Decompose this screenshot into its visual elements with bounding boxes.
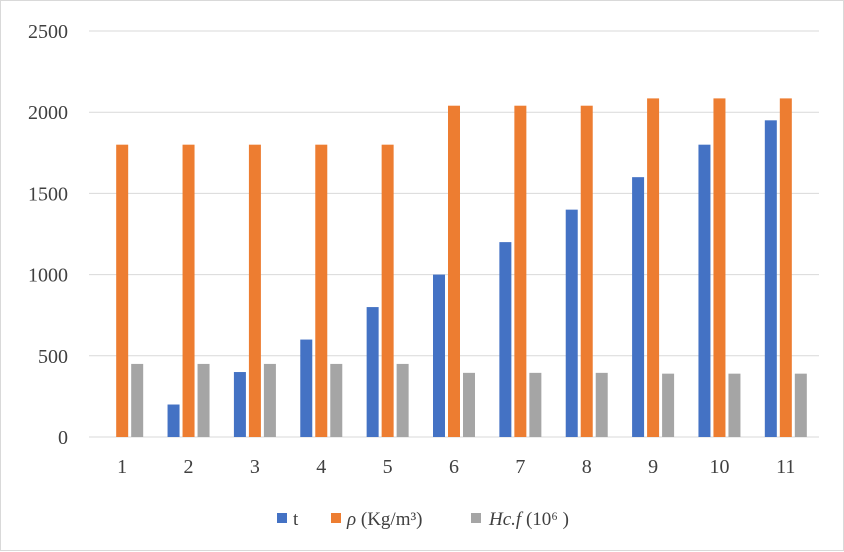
legend-label-rho-units: (Kg/m³) [356,509,422,530]
x-tick-label: 4 [316,456,326,478]
y-tick-label: 1000 [28,265,68,287]
y-tick-label: 2000 [28,102,68,124]
x-tick-label: 9 [648,456,658,478]
x-tick-label: 7 [515,456,525,478]
bar-series-1-cat-11 [764,120,777,437]
bar-series-2-cat-6 [448,105,460,437]
legend-label-rho-symbol: ρ [346,509,356,530]
bar-series-3-cat-3 [263,363,276,437]
legend-label-hcf-symbol: Hc.f [488,509,524,530]
bar-series-3-cat-9 [662,373,675,437]
legend-item-rho: ρ (Kg/m³) [331,509,423,530]
legend-item-hcf: Hc.f (10⁶ ) [471,509,569,530]
y-tick-label: 2500 [28,21,68,43]
bar-series-1-cat-8 [565,209,578,437]
bar-series-1-cat-9 [632,177,645,437]
x-tick-label: 2 [184,456,194,478]
x-tick-label: 5 [383,456,393,478]
y-tick-label: 0 [58,427,68,449]
bar-series-2-cat-10 [713,98,726,438]
bar-series-1-cat-2 [167,404,180,437]
x-tick-label: 3 [250,456,260,478]
bar-series-2-cat-8 [580,105,593,437]
bar-series-3-cat-11 [794,373,807,437]
y-axis-ticks: 0 500 1000 1500 2000 2500 [28,21,68,449]
y-tick-label: 1500 [28,183,68,205]
bar-series-2-cat-1 [116,144,129,437]
bars [116,98,807,438]
bar-series-3-cat-1 [131,363,144,437]
bar-series-1-cat-6 [433,274,445,437]
bar-series-2-cat-11 [779,98,792,438]
bar-series-1-cat-10 [698,144,711,437]
legend-item-t: t [277,509,299,530]
legend-label-hcf: Hc.f (10⁶ ) [488,509,569,530]
x-axis-ticks: 1 2 3 4 5 6 7 8 9 10 11 [117,456,795,478]
bar-series-2-cat-9 [647,98,660,438]
x-tick-label: 10 [709,456,729,478]
bar-series-2-cat-2 [182,144,195,437]
x-tick-label: 8 [582,456,592,478]
x-tick-label: 6 [449,456,459,478]
bar-series-3-cat-6 [463,372,475,437]
bar-series-3-cat-8 [595,372,608,437]
bar-series-2-cat-7 [514,105,527,437]
bar-series-2-cat-5 [381,144,394,437]
bar-series-3-cat-7 [529,372,542,437]
legend-label-hcf-units: (10⁶ ) [521,509,569,530]
bar-series-3-cat-5 [396,363,409,437]
legend-label-t: t [293,509,299,530]
y-tick-label: 500 [38,346,68,368]
x-tick-label: 1 [117,456,127,478]
legend: t ρ (Kg/m³) Hc.f (10⁶ ) [277,509,569,530]
bar-series-3-cat-2 [197,363,210,437]
legend-label-rho: ρ (Kg/m³) [346,509,423,530]
bar-series-3-cat-10 [728,373,741,437]
legend-swatch-hcf [471,513,481,523]
bar-series-1-cat-5 [366,307,379,437]
legend-swatch-t [277,513,287,523]
bar-series-3-cat-4 [330,363,343,437]
bar-series-1-cat-7 [499,242,512,437]
bar-series-1-cat-3 [233,372,246,437]
legend-swatch-rho [331,513,341,523]
x-tick-label: 11 [776,456,795,478]
bar-series-2-cat-4 [315,144,328,437]
bar-series-2-cat-3 [248,144,261,437]
bar-series-1-cat-4 [300,339,313,437]
